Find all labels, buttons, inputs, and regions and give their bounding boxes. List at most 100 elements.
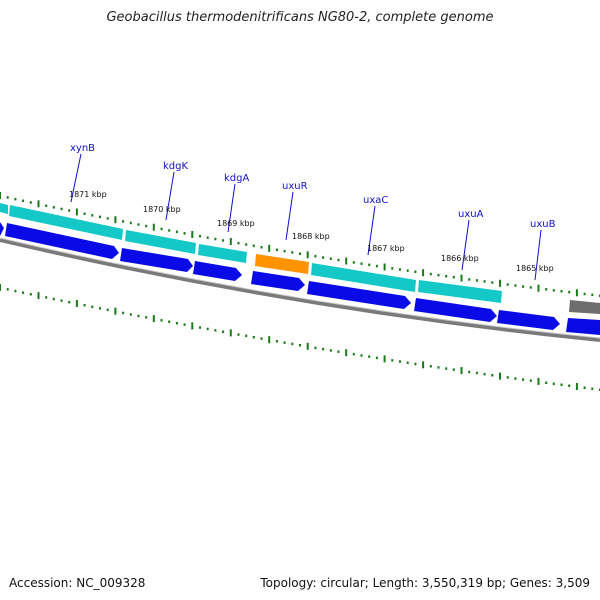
minor-tick: [99, 215, 101, 219]
major-tick: [383, 263, 386, 271]
minor-tick: [368, 263, 371, 267]
major-tick: [229, 329, 232, 337]
minor-tick: [429, 272, 432, 276]
minor-tick: [91, 305, 94, 309]
minor-tick: [529, 286, 532, 289]
kbp-label: 1865 kbp: [516, 264, 554, 273]
gene-track: [0, 203, 600, 314]
major-tick: [268, 336, 271, 344]
minor-tick: [160, 319, 163, 322]
minor-tick: [275, 248, 278, 252]
leader-uxaC: [367, 205, 376, 256]
major-tick: [229, 238, 232, 245]
major-tick: [422, 269, 425, 277]
minor-tick: [368, 355, 371, 358]
gene-label-uxuB: uxuB: [530, 219, 556, 230]
major-tick: [191, 231, 194, 238]
minor-tick: [29, 201, 32, 204]
major-tick: [75, 208, 78, 216]
minor-tick: [6, 288, 9, 291]
minor-tick: [468, 278, 471, 281]
cds-arrow-uxaC: [307, 281, 411, 309]
minor-tick: [199, 234, 201, 238]
tick-row-top: [0, 192, 600, 297]
minor-tick: [483, 372, 486, 376]
tick-row-bottom: [0, 284, 600, 391]
minor-tick: [68, 300, 71, 304]
accession-label: Accession: NC_009328: [9, 576, 146, 590]
minor-tick: [252, 244, 255, 248]
kbp-labels: 1871 kbp 1870 kbp 1869 kbp 1868 kbp 1867…: [69, 190, 554, 273]
gene-label-uxuA: uxuA: [458, 209, 484, 220]
minor-tick: [506, 376, 509, 379]
cds-arrow-uxuB: [497, 310, 560, 330]
minor-tick: [175, 322, 178, 325]
minor-tick: [106, 308, 109, 312]
minor-tick: [560, 290, 563, 293]
minor-tick: [337, 350, 340, 353]
minor-tick: [560, 383, 563, 386]
major-tick: [75, 300, 78, 307]
minor-tick: [283, 341, 286, 344]
leader-kdgA: [227, 183, 236, 233]
gene-label-uxaC: uxaC: [363, 195, 388, 206]
major-tick: [114, 307, 117, 315]
kbp-label: 1867 kbp: [367, 244, 405, 253]
minor-tick: [337, 258, 340, 262]
minor-tick: [245, 243, 248, 246]
major-tick: [345, 257, 348, 265]
minor-tick: [206, 236, 209, 239]
minor-tick: [237, 333, 240, 336]
major-tick: [575, 383, 578, 390]
minor-tick: [437, 273, 440, 277]
gene-block-uxaC: [311, 263, 416, 292]
minor-tick: [291, 342, 294, 346]
minor-tick: [22, 199, 25, 202]
major-tick: [383, 355, 386, 363]
major-tick: [152, 223, 155, 231]
gene-label-uxuR: uxuR: [282, 181, 308, 192]
minor-tick: [222, 239, 225, 242]
leader-xynB: [70, 153, 82, 203]
major-tick: [306, 251, 309, 259]
major-tick: [37, 200, 40, 208]
major-tick: [499, 372, 501, 380]
minor-tick: [514, 377, 517, 380]
major-tick: [191, 322, 194, 330]
minor-tick: [68, 209, 71, 212]
cds-arrow: [0, 222, 4, 236]
minor-tick: [168, 229, 171, 232]
minor-tick: [414, 362, 417, 366]
minor-tick: [83, 304, 86, 307]
minor-tick: [160, 227, 163, 231]
minor-tick: [352, 261, 355, 264]
major-tick: [37, 292, 40, 300]
minor-tick: [545, 288, 548, 291]
minor-tick: [514, 284, 517, 287]
minor-tick: [506, 283, 509, 286]
minor-tick: [399, 360, 401, 363]
major-tick: [306, 342, 309, 350]
minor-tick: [183, 323, 186, 326]
gene-block-uxuR: [255, 254, 309, 274]
major-tick: [460, 367, 463, 375]
minor-tick: [214, 237, 217, 241]
minor-tick: [60, 299, 63, 302]
minor-tick: [552, 382, 555, 385]
map-title: Geobacillus thermodenitrificans NG80-2, …: [106, 10, 494, 25]
minor-tick: [45, 296, 48, 299]
gene-block-kdgA: [198, 244, 247, 263]
kbp-label: 1869 kbp: [217, 219, 255, 228]
minor-tick: [591, 387, 594, 390]
minor-tick: [245, 334, 248, 338]
minor-tick: [260, 337, 263, 340]
minor-tick: [375, 264, 378, 268]
leader-uxuR: [285, 191, 294, 241]
minor-tick: [491, 281, 494, 284]
minor-tick: [375, 356, 378, 360]
minor-tick: [314, 255, 317, 258]
minor-tick: [360, 354, 363, 357]
leader-lines: [70, 153, 542, 281]
gene-block-kdgK: [125, 230, 196, 254]
